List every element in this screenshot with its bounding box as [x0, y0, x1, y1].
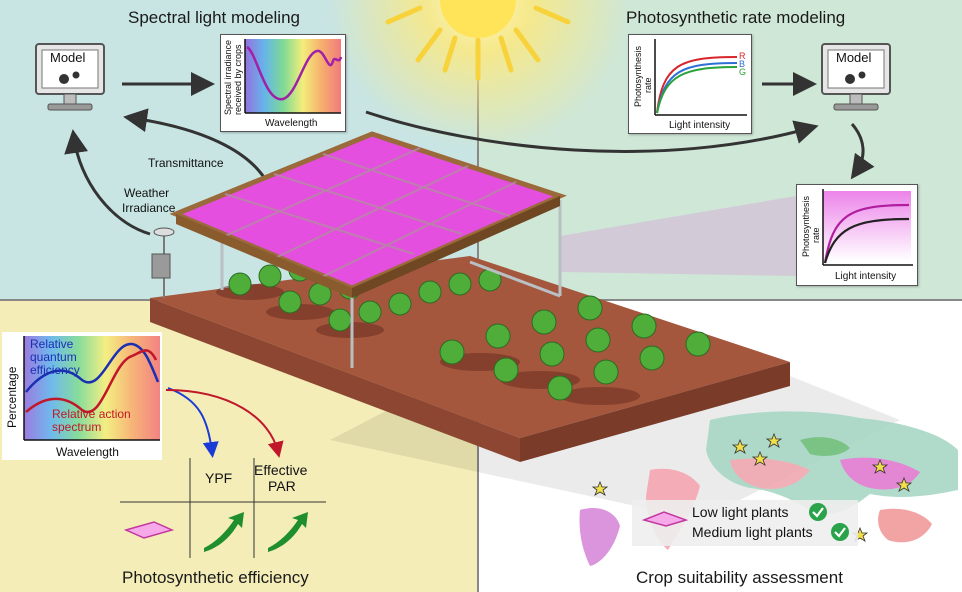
- rate-ylabel-2: rate: [643, 77, 653, 93]
- spectral-irradiance-chart: Spectral irradiance received by crops Wa…: [220, 34, 346, 132]
- increase-arrow-icon: [268, 512, 308, 552]
- weather-station-icon: [151, 227, 175, 298]
- efficiency-table: [120, 458, 326, 558]
- arrow-weather: [64, 129, 151, 236]
- arrow-blue-ypf: [167, 387, 219, 458]
- rate-chart-svg: R B G Photosynthesis rate Light intensit…: [633, 39, 747, 131]
- quantum-label-2: quantum: [30, 350, 77, 364]
- arrow-transmittance: [123, 108, 270, 185]
- series-r-label: R: [739, 51, 746, 61]
- soil-slab-front: [150, 298, 520, 462]
- pv-film-roof: [169, 131, 567, 291]
- film-sample-icon: [641, 511, 689, 527]
- label-transmittance: Transmittance: [148, 156, 224, 170]
- rate-ylabel-1: Photosynthesis: [633, 45, 643, 107]
- photosynthesis-rate-chart: R B G Photosynthesis rate Light intensit…: [628, 34, 752, 134]
- check-icon: [831, 523, 849, 541]
- spectral-xlabel: Wavelength: [265, 118, 317, 129]
- action-spectrum-curve: [25, 349, 158, 414]
- label-weather: Weather: [124, 186, 170, 200]
- soil-slab-side: [520, 362, 790, 462]
- series-g-label: G: [739, 67, 746, 77]
- table-col-par-1: Effective: [254, 462, 308, 478]
- response-ylabel-1: Photosynthesis: [801, 195, 811, 257]
- film-sample-icon: [123, 521, 175, 539]
- efficiency-ylabel: Percentage: [5, 366, 19, 428]
- quantum-efficiency-curve: [25, 342, 160, 393]
- arrow-red-par: [165, 389, 284, 458]
- series-g-line: [656, 66, 738, 114]
- model-label-left: Model: [50, 50, 86, 65]
- title-photosynthetic-efficiency: Photosynthetic efficiency: [122, 568, 309, 587]
- arrow-model-to-response: [850, 123, 875, 180]
- response-chart-svg: Photosynthesis rate Light intensity: [801, 189, 913, 282]
- light-response-chart: Photosynthesis rate Light intensity: [796, 184, 918, 286]
- series-b-label: B: [739, 59, 745, 69]
- efficiency-xlabel: Wavelength: [56, 445, 119, 459]
- model-label-right: Model: [836, 50, 872, 65]
- title-spectral-light-modeling: Spectral light modeling: [128, 8, 300, 27]
- response-ylabel-2: rate: [811, 227, 821, 243]
- quantum-label-3: efficiency: [30, 363, 80, 377]
- table-col-par-2: PAR: [268, 478, 296, 494]
- computer-monitor-icon: [821, 43, 891, 111]
- legend-medium-light: Medium light plants: [692, 524, 813, 540]
- quantum-label-1: Relative: [30, 337, 74, 351]
- arrow-spectral-to-rate: [365, 110, 819, 153]
- label-irradiance: Irradiance: [122, 201, 176, 215]
- title-photosynthetic-rate-modeling: Photosynthetic rate modeling: [626, 8, 846, 27]
- computer-monitor-icon: [35, 43, 105, 111]
- legend-low-light: Low light plants: [692, 504, 789, 520]
- world-suitability-map: [579, 411, 958, 566]
- light-beam: [560, 196, 796, 276]
- increase-arrow-icon: [204, 512, 244, 552]
- action-label-1: Relative action: [52, 407, 131, 421]
- efficiency-chart-svg: Percentage Wavelength Relative quantum e…: [5, 336, 160, 459]
- efficiency-chart: Percentage Wavelength Relative quantum e…: [2, 332, 162, 460]
- table-col-ypf: YPF: [205, 470, 233, 486]
- check-icon: [809, 503, 827, 521]
- response-xlabel: Light intensity: [835, 271, 896, 282]
- action-label-2: spectrum: [52, 420, 101, 434]
- spectral-ylabel-2: received by crops: [233, 44, 243, 115]
- spectral-ylabel-1: Spectral irradiance: [223, 40, 233, 115]
- spectral-chart-svg: Spectral irradiance received by crops Wa…: [223, 39, 343, 129]
- rate-xlabel: Light intensity: [669, 120, 730, 131]
- title-crop-suitability-assessment: Crop suitability assessment: [636, 568, 843, 587]
